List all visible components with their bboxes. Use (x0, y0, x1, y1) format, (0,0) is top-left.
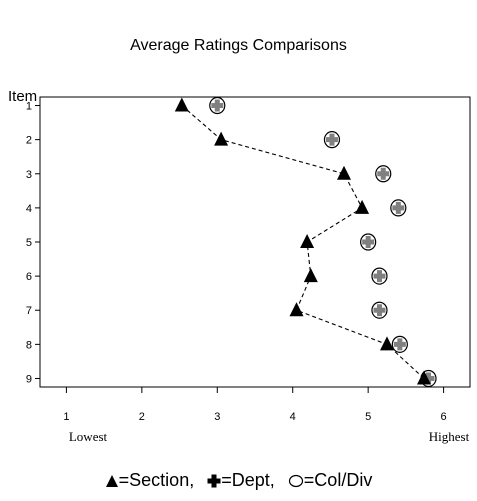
point-dept-item-1 (211, 99, 224, 112)
legend-item-dept: =Dept, (207, 470, 275, 491)
y-axis-ticks: 1 2 3 4 5 6 7 8 9 (26, 101, 40, 385)
legend-label-dept: =Dept, (221, 470, 275, 490)
y-tick-label: 6 (26, 271, 32, 283)
y-tick-label: 8 (26, 339, 32, 351)
point-section-item-5 (300, 234, 315, 248)
x-axis-high-label: Highest (429, 429, 470, 444)
point-dept-item-3 (377, 167, 390, 180)
y-axis-label: Item (8, 88, 37, 105)
point-section-item-6 (303, 268, 318, 283)
point-dept-item-4 (392, 201, 405, 214)
y-tick-label: 3 (26, 169, 32, 181)
point-section-item-9 (417, 370, 431, 385)
legend-item-coldiv: =Col/Div (288, 470, 373, 491)
point-section-item-1 (174, 97, 189, 112)
plus-icon (207, 474, 221, 488)
y-tick-label: 4 (26, 203, 32, 215)
x-tick-label: 1 (63, 411, 69, 423)
y-tick-label: 9 (26, 373, 32, 385)
x-tick-label: 3 (214, 411, 220, 423)
point-section-item-3 (337, 165, 351, 180)
chart-marks (174, 96, 437, 388)
legend: =Section, =Dept, =Col/Div (0, 470, 477, 491)
point-dept-item-5 (362, 236, 375, 248)
point-section-item-4 (355, 199, 370, 214)
point-dept-item-7 (373, 304, 386, 317)
point-dept-item-2 (325, 133, 338, 146)
x-axis-ticks: 1 2 3 4 5 6 (63, 387, 447, 423)
triangle-icon (105, 475, 118, 487)
chart-title: Average Ratings Comparisons (130, 37, 347, 54)
y-tick-label: 5 (26, 237, 32, 249)
series-line-section (181, 105, 425, 379)
legend-item-section: =Section, (105, 470, 195, 491)
point-dept-item-9 (422, 372, 435, 385)
x-tick-label: 6 (441, 411, 447, 423)
legend-label-coldiv: =Col/Div (303, 470, 373, 490)
y-tick-label: 7 (26, 305, 32, 317)
x-tick-label: 4 (290, 411, 296, 423)
x-tick-label: 5 (365, 411, 371, 423)
point-section-item-7 (289, 302, 304, 317)
y-tick-label: 1 (26, 101, 32, 113)
x-axis-low-label: Lowest (69, 429, 108, 444)
point-dept-item-6 (373, 270, 386, 283)
x-tick-label: 2 (139, 411, 145, 423)
legend-label-section: =Section, (118, 470, 195, 490)
circle-icon (288, 474, 303, 488)
point-section-item-2 (214, 131, 229, 146)
point-dept-item-8 (393, 338, 406, 351)
y-tick-label: 2 (26, 135, 32, 147)
point-section-item-8 (380, 336, 394, 351)
